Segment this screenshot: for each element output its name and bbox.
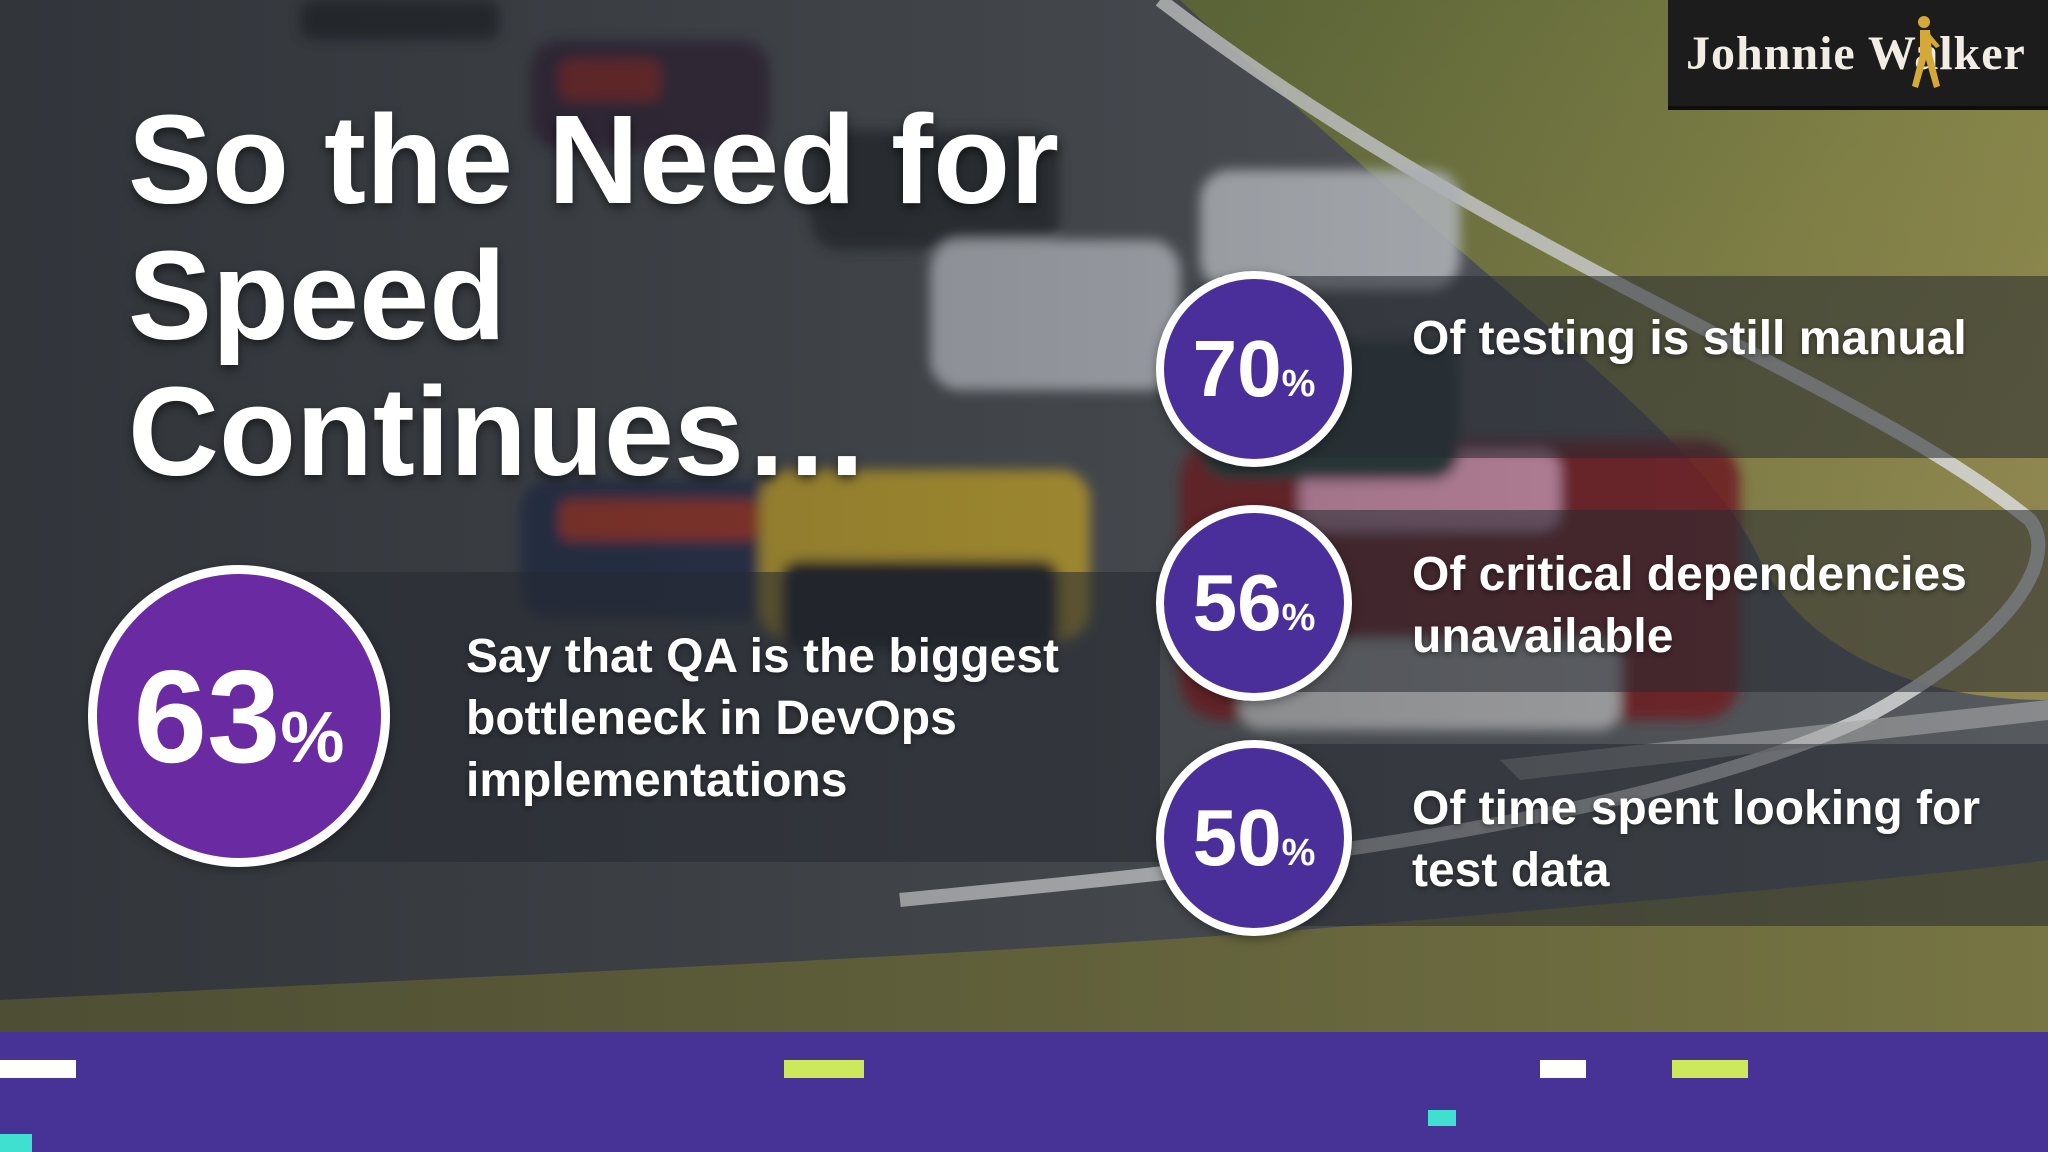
stat-band-1 (1220, 276, 2048, 458)
footer-dash-white (0, 1060, 76, 1078)
footer-dash-teal (0, 1134, 32, 1152)
sponsor-banner: Johnnie Walker (1668, 0, 2048, 110)
stat-circle-1: 70% (1156, 271, 1352, 467)
stat-percentage: 50% (1193, 792, 1316, 884)
footer-dash-lime (1672, 1060, 1748, 1078)
stat-circle-3: 50% (1156, 740, 1352, 936)
stat-description-2: Of critical dependencies unavailable (1412, 548, 1967, 663)
sponsor-text: Johnnie Walker (1686, 27, 2026, 80)
stat-circle-main: 63% (88, 565, 390, 867)
slide-title: So the Need for Speed Continues… (128, 89, 1060, 502)
stat-value: 50 (1192, 793, 1282, 882)
percent-sign: % (1281, 832, 1316, 874)
stat-percentage: 63% (134, 641, 345, 792)
stat-description-1: Of testing is still manual (1412, 312, 1967, 365)
stat-band-2 (1220, 510, 2048, 692)
stat-band-3 (1220, 744, 2048, 926)
stat-value: 63 (133, 642, 281, 790)
footer-dash-lime (784, 1060, 864, 1078)
stat-percentage: 70% (1193, 323, 1316, 415)
stat-value: 70 (1192, 324, 1282, 413)
footer-dash-white (1540, 1060, 1586, 1078)
stat-description-3: Of time spent looking for test data (1412, 782, 1981, 897)
footer-dash-teal (1428, 1110, 1456, 1126)
footer-bar (0, 1032, 2048, 1152)
percent-sign: % (1281, 363, 1316, 405)
stat-description-main: Say that QA is the biggest bottleneck in… (466, 630, 1059, 807)
stat-percentage: 56% (1193, 557, 1316, 649)
striding-man-logo-icon (1912, 16, 1940, 88)
percent-sign: % (280, 697, 345, 778)
stat-circle-2: 56% (1156, 505, 1352, 701)
percent-sign: % (1281, 597, 1316, 639)
stat-value: 56 (1192, 558, 1282, 647)
